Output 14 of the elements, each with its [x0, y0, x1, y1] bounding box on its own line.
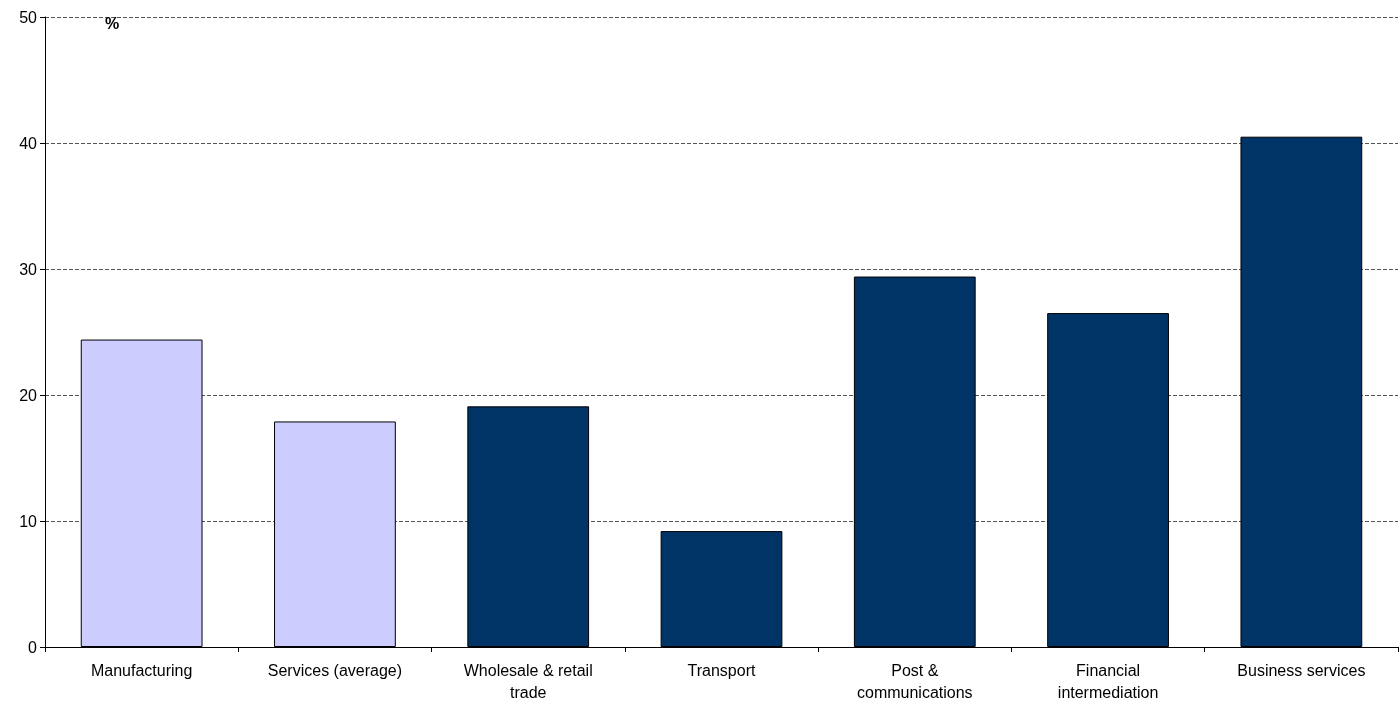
x-tick-label: Post & communications [856, 661, 973, 701]
x-tick-label: Manufacturing [90, 661, 193, 679]
x-tick-label: Financial intermediation [1057, 661, 1159, 701]
y-tick-label: 0 [28, 638, 38, 656]
x-tick-label: Services (average) [267, 661, 403, 679]
y-axis-title: % [105, 14, 120, 32]
x-tick-label: Wholesale & retail trade [463, 661, 593, 701]
y-tick-label: 40 [19, 134, 38, 152]
x-tick-label: Business services [1237, 661, 1366, 679]
y-tick-label: 30 [19, 260, 38, 278]
x-tick-label: Transport [687, 661, 756, 679]
y-tick-label: 50 [19, 8, 38, 26]
y-tick-label: 10 [19, 512, 38, 530]
y-tick-label: 20 [19, 386, 38, 404]
